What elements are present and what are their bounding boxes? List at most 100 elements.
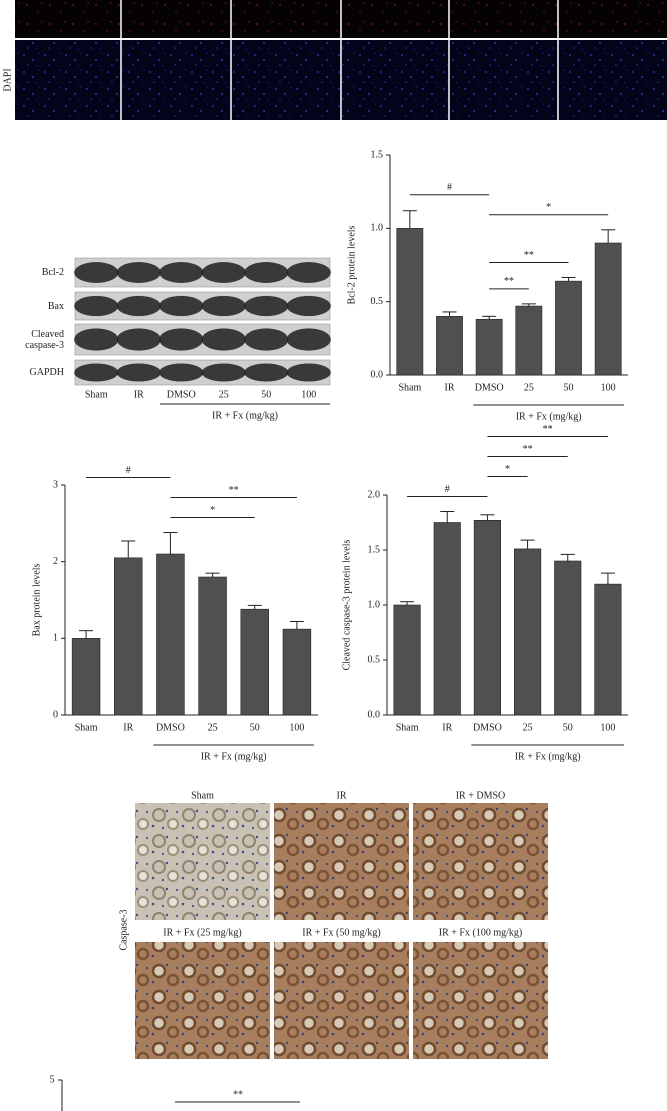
- stain-label: Caspase-3: [118, 909, 129, 950]
- stain-label: DAPI: [2, 68, 13, 91]
- ihc-image: [135, 942, 270, 1059]
- y-tick-label: 0.0: [371, 369, 384, 380]
- x-tick-label: IR: [445, 382, 455, 393]
- blot-band: [286, 363, 331, 382]
- y-tick-label: 0.5: [368, 654, 381, 665]
- fluorescence-panel: DAPI: [2, 0, 667, 120]
- bar-chart: 0.0 0.5 1.0 1.5 Bcl-2 protein levels Sham IR DM…: [346, 149, 628, 422]
- y-tick-label: 1.0: [368, 599, 381, 610]
- bar: [514, 548, 542, 716]
- group-label: IR + Fx (mg/kg): [515, 751, 581, 762]
- blot-row-label: GAPDH: [29, 367, 64, 378]
- y-axis-label: Bcl-2 protein levels: [346, 225, 357, 304]
- ihc-image: [274, 803, 409, 920]
- x-tick-label: 50: [250, 722, 260, 733]
- blot-band: [286, 295, 331, 317]
- ihc-image: [413, 942, 548, 1059]
- blot-band: [159, 262, 204, 283]
- blot-band: [201, 295, 246, 317]
- panel-title: IR: [337, 790, 347, 801]
- y-tick-label: 1.5: [371, 149, 384, 160]
- x-tick-label: 50: [564, 382, 574, 393]
- y-tick-label: 3: [53, 479, 58, 490]
- group-label: IR + Fx (mg/kg): [516, 411, 582, 422]
- x-tick-label: 50: [563, 722, 573, 733]
- blot-band: [116, 262, 161, 283]
- significance-label: **: [524, 250, 534, 261]
- bar: [433, 522, 461, 716]
- bar: [393, 604, 421, 716]
- y-tick-label: 1.0: [371, 223, 384, 234]
- lane-label: 50: [261, 389, 271, 400]
- bar: [594, 583, 622, 716]
- blot-band: [74, 295, 119, 317]
- x-tick-label: 25: [208, 722, 218, 733]
- blot-band: [244, 363, 289, 382]
- x-tick-label: Sham: [398, 382, 421, 393]
- blot-band: [201, 363, 246, 382]
- bar: [282, 628, 312, 716]
- bar-chart: 0 1 2 3 Bax protein levels Sham IR DMSO 25 50 100 I…: [31, 465, 318, 762]
- bar: [240, 608, 269, 716]
- y-tick-label: 1.5: [368, 544, 381, 555]
- x-tick-label: DMSO: [475, 382, 504, 393]
- blot-band: [244, 262, 289, 283]
- x-tick-label: 100: [289, 722, 304, 733]
- x-tick-label: DMSO: [473, 722, 502, 733]
- blot-band: [74, 262, 119, 283]
- lane-label: 100: [301, 389, 316, 400]
- significance-label: *: [505, 464, 510, 475]
- blot-band: [201, 262, 246, 283]
- bar: [114, 557, 143, 716]
- bar: [475, 318, 503, 376]
- panel-title: IR + DMSO: [456, 790, 506, 801]
- lane-label: DMSO: [167, 389, 196, 400]
- y-tick-label: 2: [53, 556, 58, 567]
- western-blot: Sham IR DMSO 25 50 100 IR + Fx (mg/kg): [74, 257, 331, 421]
- group-label: IR + Fx (mg/kg): [212, 410, 278, 421]
- lane-label: IR: [134, 389, 144, 400]
- panel-title: IR + Fx (100 mg/kg): [439, 927, 522, 938]
- x-tick-label: 25: [523, 722, 533, 733]
- bar: [594, 242, 622, 376]
- significance-label: #: [445, 484, 450, 495]
- significance-label: *: [546, 202, 551, 213]
- y-tick-label: 5: [50, 1074, 55, 1085]
- bar: [198, 576, 227, 716]
- ihc-panel: Caspase-3 Sham IR IR + DMSO IR + Fx (25 mg/…: [118, 790, 548, 1059]
- panel-title: IR + Fx (50 mg/kg): [302, 927, 380, 938]
- bar: [156, 553, 185, 716]
- bar: [554, 560, 582, 716]
- panel-title: Sham: [191, 790, 214, 801]
- blot-band: [159, 363, 204, 382]
- significance-label: **: [229, 485, 239, 496]
- cropped-panel: 5 **: [50, 1074, 300, 1111]
- significance-label: #: [447, 182, 452, 193]
- x-tick-label: DMSO: [156, 722, 185, 733]
- significance-label: **: [233, 1089, 243, 1100]
- blot-row-label: Cleaved caspase-3: [25, 328, 64, 351]
- blot-band: [286, 328, 331, 351]
- lane-label: 25: [219, 389, 229, 400]
- blot-band: [244, 295, 289, 317]
- y-tick-label: 0: [53, 709, 58, 720]
- significance-label: **: [543, 424, 553, 435]
- significance-label: **: [523, 444, 533, 455]
- significance-label: *: [210, 505, 215, 516]
- bar: [396, 228, 424, 376]
- y-axis-label: Bax protein levels: [31, 564, 42, 637]
- significance-label: #: [126, 465, 131, 476]
- blot-band: [286, 262, 331, 283]
- x-tick-label: IR: [442, 722, 452, 733]
- y-tick-label: 2.0: [368, 489, 381, 500]
- bar: [555, 280, 582, 376]
- ihc-image: [413, 803, 548, 920]
- x-tick-label: Sham: [396, 722, 419, 733]
- blot-band: [116, 295, 161, 317]
- blot-row-label: Bax: [47, 300, 64, 312]
- blot-band: [159, 295, 204, 317]
- y-axis-label: Cleaved caspase-3 protein levels: [341, 540, 352, 671]
- bar: [515, 305, 543, 376]
